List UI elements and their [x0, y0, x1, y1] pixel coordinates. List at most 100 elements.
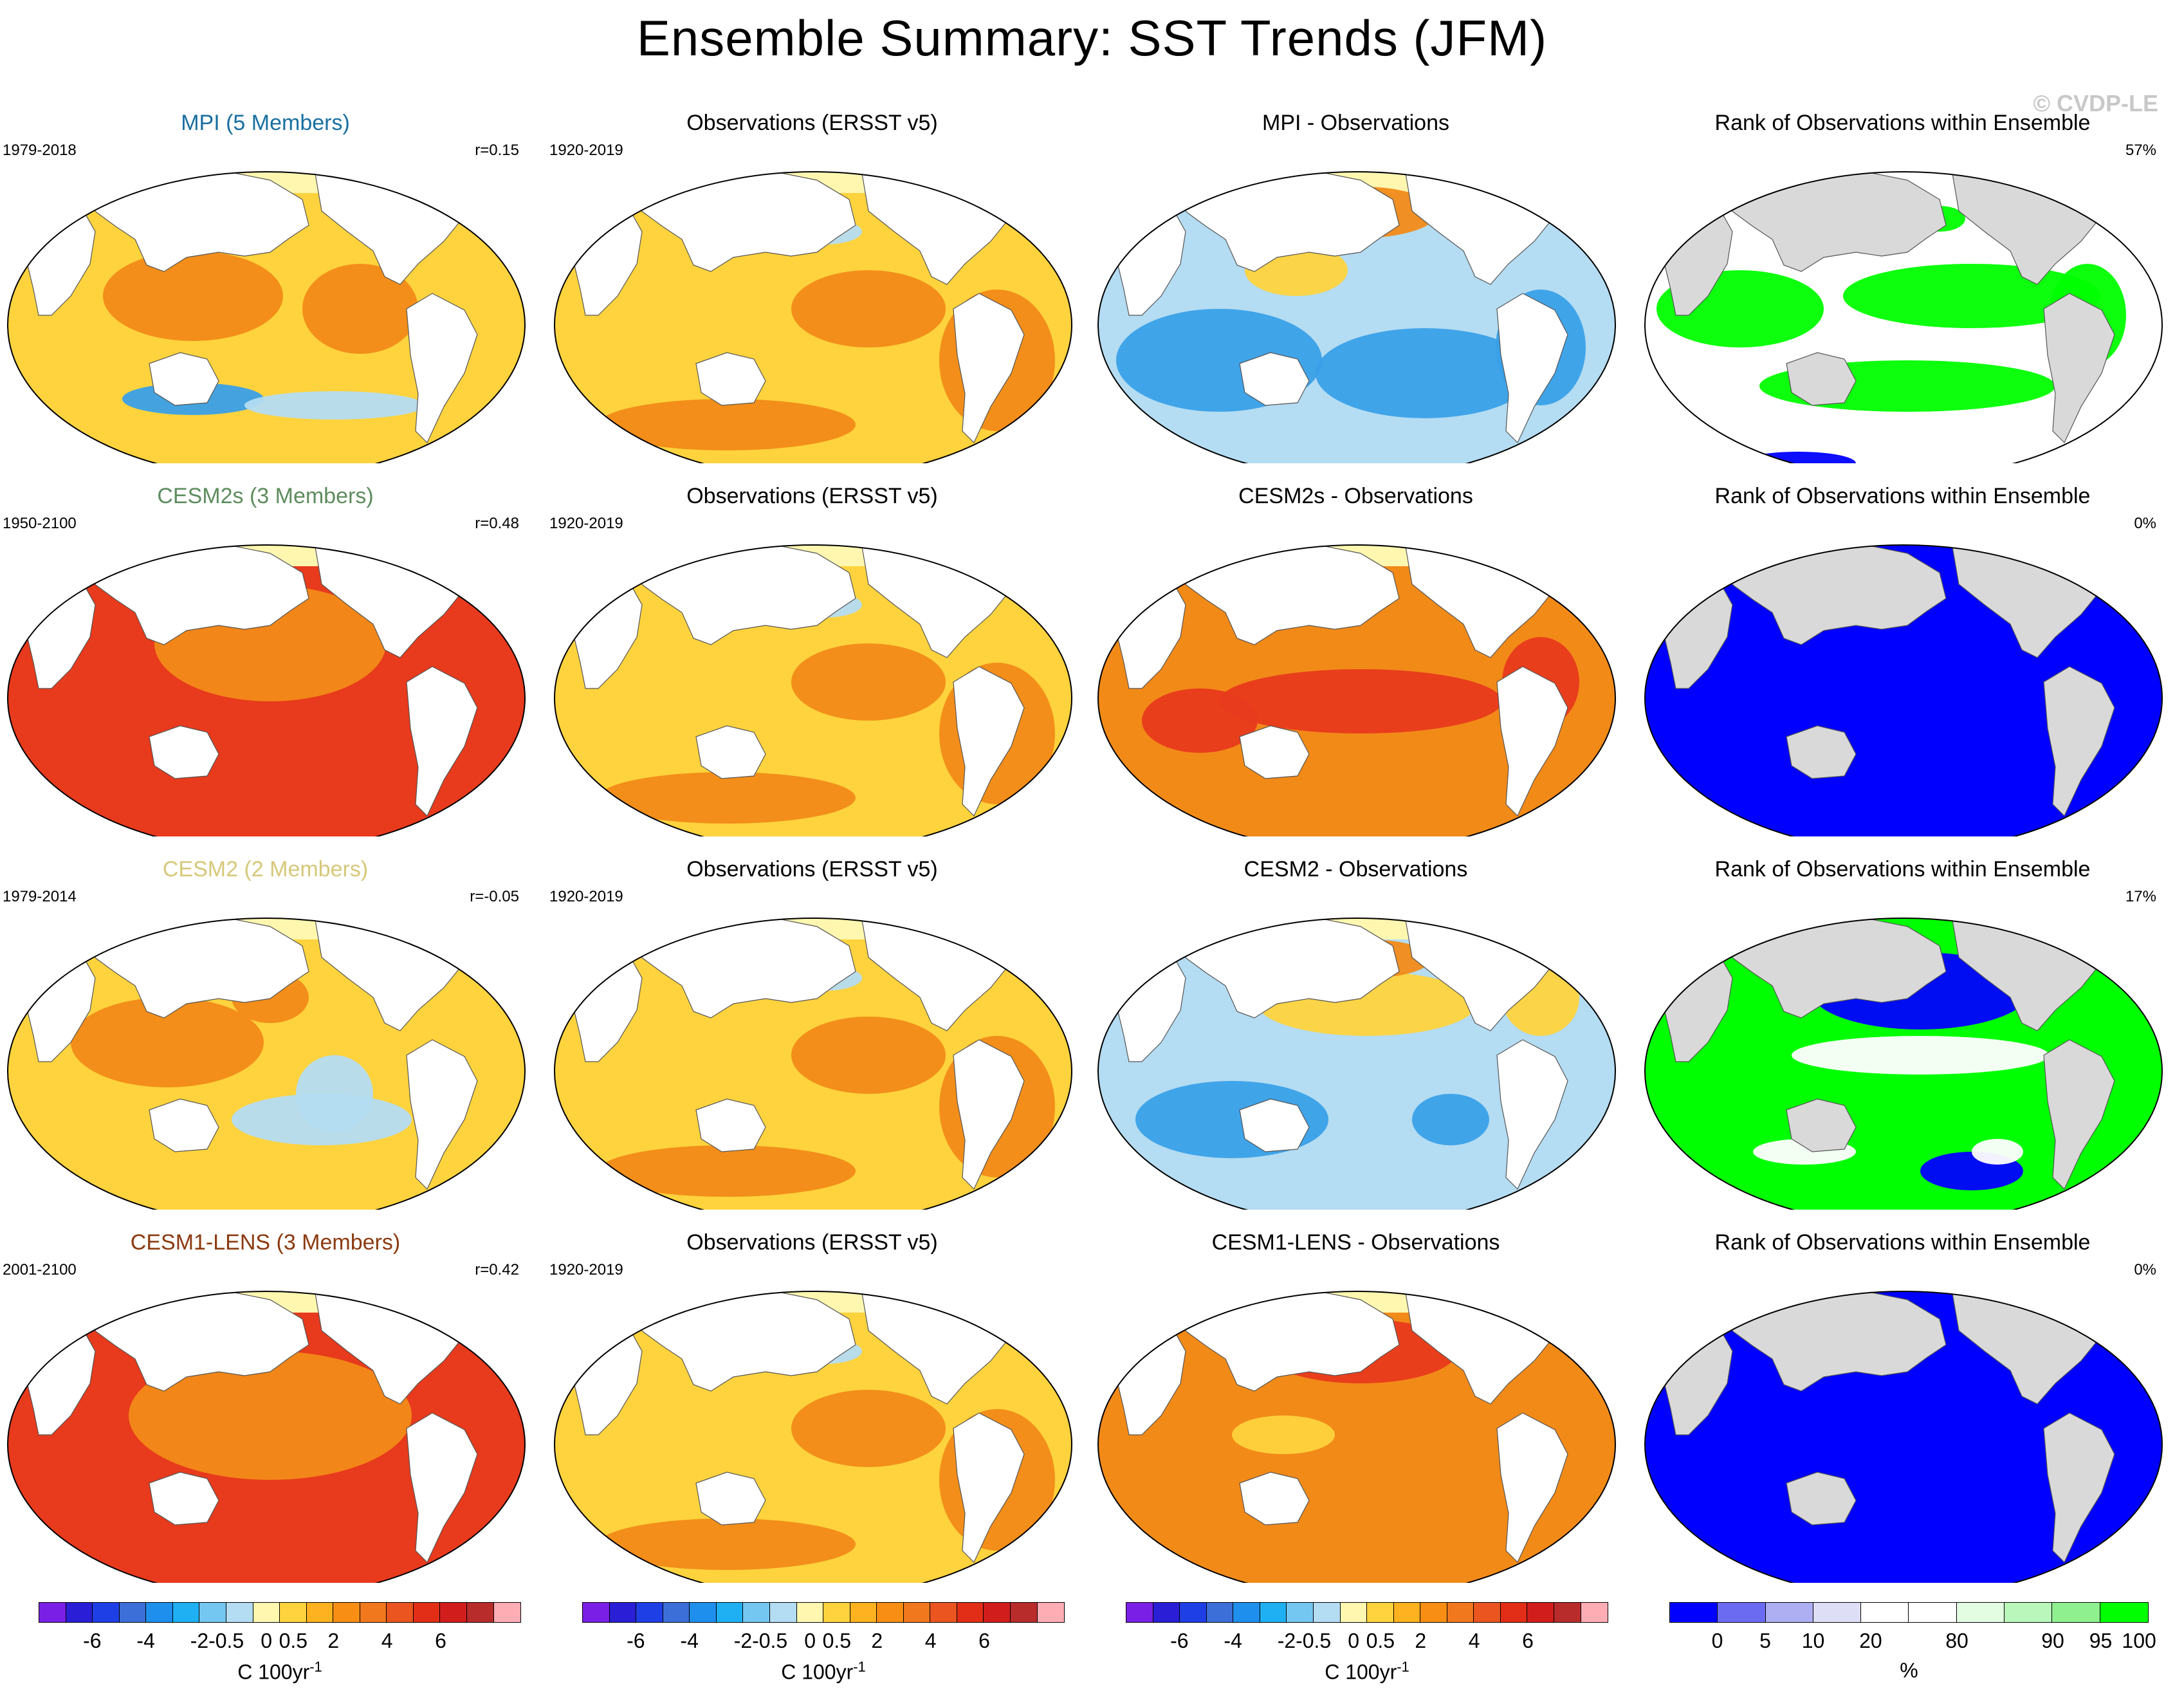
panel-title: Observations (ERSST v5) — [686, 111, 938, 135]
panel-period: 1950-2100 — [3, 515, 77, 532]
panel-diff: CESM2 - Observations — [1090, 849, 1621, 1210]
panel-title: Rank of Observations within Ensemble — [1714, 484, 2091, 508]
colorbar-tick-label: 6 — [1522, 1629, 1534, 1652]
map-border — [1644, 1291, 2163, 1583]
land-samerica — [1496, 1039, 1568, 1190]
land-samerica — [406, 666, 478, 817]
land-asia — [1173, 918, 1400, 1019]
panel-rank: Rank of Observations within Ensemble 0% — [1637, 1223, 2168, 1583]
units-superscript: -1 — [1397, 1659, 1409, 1675]
land-asia — [83, 172, 309, 272]
map-border — [1644, 544, 2163, 836]
colorbar-cell — [39, 1603, 66, 1622]
rank-percent: 17% — [2125, 888, 2156, 905]
map-field-patch — [791, 1017, 946, 1094]
colorbar-tick-label: 0 — [261, 1629, 273, 1652]
land-asia — [630, 918, 856, 1019]
colorbar-cell — [440, 1603, 467, 1622]
colorbar-tick-label: -0.5 — [208, 1629, 244, 1652]
colorbar-cell — [716, 1603, 744, 1622]
units-superscript: -1 — [853, 1659, 866, 1675]
colorbar-cell — [1670, 1603, 1718, 1622]
map-plot — [1097, 1291, 1616, 1583]
colorbar-cell — [1180, 1603, 1207, 1622]
panel-period: 1920-2019 — [549, 1261, 623, 1278]
units-main: C 100yr — [781, 1660, 854, 1684]
map-field-patch — [1316, 328, 1534, 418]
map-border — [1097, 171, 1616, 463]
rank-percent: 57% — [2125, 142, 2156, 159]
land-asia — [1720, 918, 1947, 1019]
colorbar-tick-label: -4 — [136, 1629, 155, 1652]
land-australia — [1786, 352, 1857, 406]
map-field-patch — [232, 1094, 412, 1145]
panel-obs: Observations (ERSST v5) 1920-2019 — [547, 103, 1078, 463]
colorbar-cell — [1813, 1603, 1862, 1622]
colorbar-tick-label: 90 — [2041, 1629, 2064, 1652]
map-plot — [1097, 918, 1616, 1210]
pattern-correlation: r=0.42 — [475, 1261, 519, 1278]
land-samerica — [406, 1039, 478, 1190]
map-plot — [1097, 171, 1616, 463]
map-plot — [554, 171, 1072, 463]
colorbar-cell — [1037, 1603, 1065, 1622]
map-plot — [7, 544, 526, 836]
panel-title: MPI - Observations — [1262, 111, 1449, 135]
panel-period: 1920-2019 — [549, 142, 623, 159]
map-border — [1644, 171, 2163, 463]
pattern-correlation: r=-0.05 — [470, 888, 519, 905]
panel-period: 1979-2018 — [3, 142, 77, 159]
colorbar-tick-label: 6 — [435, 1629, 446, 1652]
colorbar-tick-label: 2 — [327, 1629, 340, 1652]
panel-model: CESM1-LENS (3 Members) 2001-2100 r=0.42 — [0, 1223, 531, 1583]
colorbar-tick-label: -0.5 — [752, 1629, 788, 1652]
colorbar-cell — [253, 1603, 280, 1622]
colorbar-cell — [903, 1603, 931, 1622]
colorbar-tick-label: 6 — [978, 1629, 990, 1652]
colorbar-cell — [280, 1603, 307, 1622]
units-superscript: -1 — [309, 1659, 322, 1675]
panel-rank: Rank of Observations within Ensemble 17% — [1637, 849, 2168, 1210]
colorbar-tick-label: 20 — [1859, 1629, 1882, 1652]
land-australia — [695, 1098, 766, 1152]
land-australia — [695, 1472, 766, 1526]
colorbar-cell — [583, 1603, 610, 1622]
map-border — [7, 544, 526, 836]
panel-title: CESM2 - Observations — [1243, 857, 1468, 881]
colorbar-tick-label: 0.5 — [822, 1629, 852, 1652]
colorbar-tick-label: -6 — [83, 1629, 102, 1652]
panel-period: 2001-2100 — [3, 1261, 77, 1278]
land-asia — [1720, 1291, 1947, 1392]
colorbar-cell — [2052, 1603, 2100, 1622]
land-samerica — [406, 1412, 478, 1564]
land-asia — [1720, 545, 1947, 645]
colorbar-tick-label: 0.5 — [279, 1629, 308, 1652]
colorbar-cell — [1554, 1603, 1581, 1622]
land-australia — [695, 725, 766, 779]
colorbar-tick-label: -2 — [1277, 1629, 1296, 1652]
panel-title: Observations (ERSST v5) — [686, 857, 938, 881]
colorbar-cell — [66, 1603, 93, 1622]
colorbar-cell — [743, 1603, 770, 1622]
map-plot — [7, 1291, 526, 1583]
panel-title: CESM1-LENS (3 Members) — [130, 1230, 401, 1255]
rank-percent: 0% — [2134, 515, 2156, 532]
map-field-patch — [598, 1518, 856, 1570]
map-plot — [1644, 171, 2163, 463]
colorbar-cell — [1393, 1603, 1421, 1622]
colorbar-tick-label: -6 — [1170, 1629, 1189, 1652]
panel-title: Rank of Observations within Ensemble — [1714, 111, 2091, 135]
land-australia — [149, 352, 219, 406]
panel-title: Rank of Observations within Ensemble — [1714, 1230, 2091, 1255]
units-main: C 100yr — [237, 1660, 310, 1684]
colorbar-cell — [360, 1603, 387, 1622]
panel-obs: Observations (ERSST v5) 1920-2019 — [547, 476, 1078, 836]
map-field-patch — [1219, 669, 1502, 734]
map-field-patch — [598, 772, 856, 824]
panel-period: 1979-2014 — [3, 888, 77, 905]
colorbar-cell — [333, 1603, 360, 1622]
colorbar-cell — [93, 1603, 120, 1622]
land-samerica — [2043, 1039, 2115, 1190]
panel-title: MPI (5 Members) — [181, 111, 350, 135]
colorbar-cell — [1527, 1603, 1554, 1622]
